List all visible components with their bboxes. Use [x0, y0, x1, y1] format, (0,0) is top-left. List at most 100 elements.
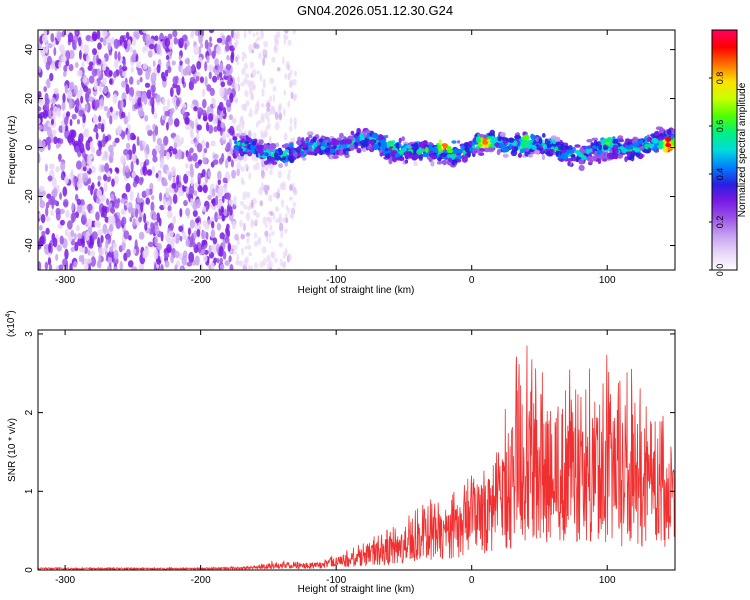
y-tick-label: -20 [24, 189, 35, 204]
noise-cell [165, 151, 171, 160]
noise-cell [234, 42, 238, 48]
noise-cell [44, 163, 48, 173]
noise-cell [249, 88, 253, 96]
noise-cell [173, 141, 178, 149]
noise-cell [160, 157, 165, 168]
noise-cell [190, 177, 194, 187]
noise-cell [68, 64, 74, 72]
noise-cell [45, 136, 52, 145]
noise-cell [202, 156, 208, 165]
signal-cell [451, 140, 457, 144]
noise-cell [213, 153, 219, 160]
noise-cell [114, 137, 120, 143]
noise-cell [100, 235, 104, 244]
signal-cell [456, 140, 461, 144]
noise-cell [141, 190, 147, 198]
noise-cell [84, 91, 90, 103]
noise-cell [89, 141, 94, 150]
signal-cell [479, 133, 484, 138]
noise-cell [166, 200, 171, 207]
noise-cell [76, 203, 83, 214]
noise-cell [255, 212, 260, 218]
noise-cell [174, 264, 178, 270]
signal-cell [618, 138, 625, 143]
noise-cell [109, 246, 114, 253]
noise-cell [189, 219, 195, 229]
noise-cell [136, 90, 142, 97]
noise-cell [255, 31, 259, 36]
noise-cell [263, 184, 268, 193]
noise-cell [47, 43, 53, 49]
noise-cell [142, 165, 146, 173]
signal-cell [438, 148, 443, 153]
noise-cell [205, 204, 209, 213]
snr-panel: -300 -200 -100 0 100 0 1 2 3 Height of straight… [5, 310, 676, 595]
signal-cell [566, 157, 574, 162]
noise-cell [292, 93, 298, 100]
signal-cell [235, 133, 240, 138]
noise-cell [138, 231, 145, 240]
noise-cell [104, 162, 110, 173]
noise-cell [152, 212, 157, 221]
colorbar-tick-label: 0.8 [715, 72, 725, 85]
signal-cell [589, 159, 594, 163]
noise-cell [129, 216, 133, 223]
noise-cell [155, 94, 161, 103]
signal-cell [522, 134, 530, 141]
colorbar-ticks: 0.0 0.2 0.4 0.6 0.8 [709, 72, 725, 276]
noise-cell [188, 251, 195, 263]
noise-cell [284, 34, 289, 41]
signal-cell [543, 143, 548, 150]
signal-cell [598, 145, 603, 151]
noise-cell [262, 78, 266, 85]
noise-cell [121, 131, 125, 140]
noise-cell [153, 249, 159, 260]
noise-cell [52, 187, 58, 198]
noise-cell [210, 140, 216, 147]
signal-cell [395, 156, 402, 161]
noise-cell [233, 244, 238, 251]
noise-cell [58, 44, 65, 53]
noise-cell [131, 170, 137, 178]
noise-cell [96, 68, 102, 78]
noise-cell [186, 170, 191, 177]
noise-cell [49, 195, 56, 205]
noise-cell [231, 169, 237, 179]
noise-cell [251, 152, 256, 162]
noise-cell [38, 152, 41, 164]
noise-cell [67, 220, 73, 230]
noise-cell [164, 69, 169, 77]
noise-cell [123, 148, 129, 156]
signal-cell [613, 149, 619, 154]
noise-cell [217, 187, 223, 197]
noise-cell [173, 250, 180, 259]
noise-cell [144, 44, 149, 52]
noise-cell [223, 106, 226, 115]
noise-cell [98, 84, 102, 93]
colorbar: 0.0 0.2 0.4 0.6 0.8 Normalized spectral ampl… [709, 29, 748, 276]
signal-cell [612, 138, 619, 145]
signal-cell [398, 137, 402, 144]
noise-cell [249, 61, 254, 69]
noise-cell [253, 210, 257, 216]
noise-cell [67, 32, 74, 43]
noise-cell [53, 47, 57, 56]
signal-cell [565, 149, 570, 156]
noise-cell [235, 125, 239, 131]
noise-cell [65, 59, 70, 67]
noise-cell [108, 50, 113, 56]
signal-cell [519, 148, 524, 154]
spectral-peak [387, 140, 394, 145]
noise-cell [280, 230, 284, 239]
noise-cell [248, 30, 252, 35]
noise-cell [225, 99, 232, 108]
noise-cell [53, 237, 58, 248]
signal-cell [659, 128, 665, 132]
noise-cell [185, 163, 189, 169]
noise-cell [116, 198, 121, 204]
signal-cell [580, 149, 587, 154]
noise-cell [96, 189, 103, 199]
noise-cell [167, 205, 172, 212]
noise-cell [230, 53, 234, 64]
noise-cell [194, 182, 199, 188]
